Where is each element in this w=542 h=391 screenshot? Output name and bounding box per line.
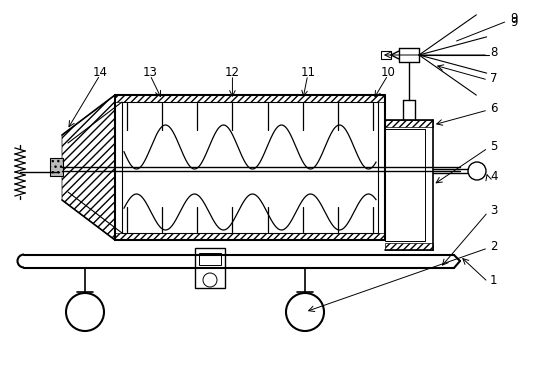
Text: 4: 4 — [490, 170, 498, 183]
Text: 3: 3 — [490, 203, 498, 217]
Text: 12: 12 — [225, 66, 240, 79]
Bar — [385, 120, 433, 127]
Text: 5: 5 — [490, 140, 498, 152]
Circle shape — [468, 162, 486, 180]
Bar — [115, 233, 385, 240]
Bar — [385, 243, 433, 250]
Text: 9: 9 — [510, 16, 518, 29]
Bar — [195, 248, 225, 288]
Circle shape — [66, 293, 104, 331]
Text: 13: 13 — [143, 66, 157, 79]
Text: 10: 10 — [380, 66, 396, 79]
Bar — [50, 158, 63, 176]
Circle shape — [286, 293, 324, 331]
Text: 7: 7 — [490, 72, 498, 84]
Text: 6: 6 — [490, 102, 498, 115]
Text: 14: 14 — [93, 66, 107, 79]
Text: 8: 8 — [490, 47, 498, 59]
Text: 1: 1 — [490, 273, 498, 287]
Text: 9: 9 — [456, 12, 518, 41]
Bar — [199, 253, 221, 265]
Bar — [115, 95, 385, 102]
Text: 11: 11 — [300, 66, 315, 79]
Circle shape — [203, 273, 217, 287]
Text: 2: 2 — [490, 240, 498, 253]
Bar — [381, 51, 391, 59]
